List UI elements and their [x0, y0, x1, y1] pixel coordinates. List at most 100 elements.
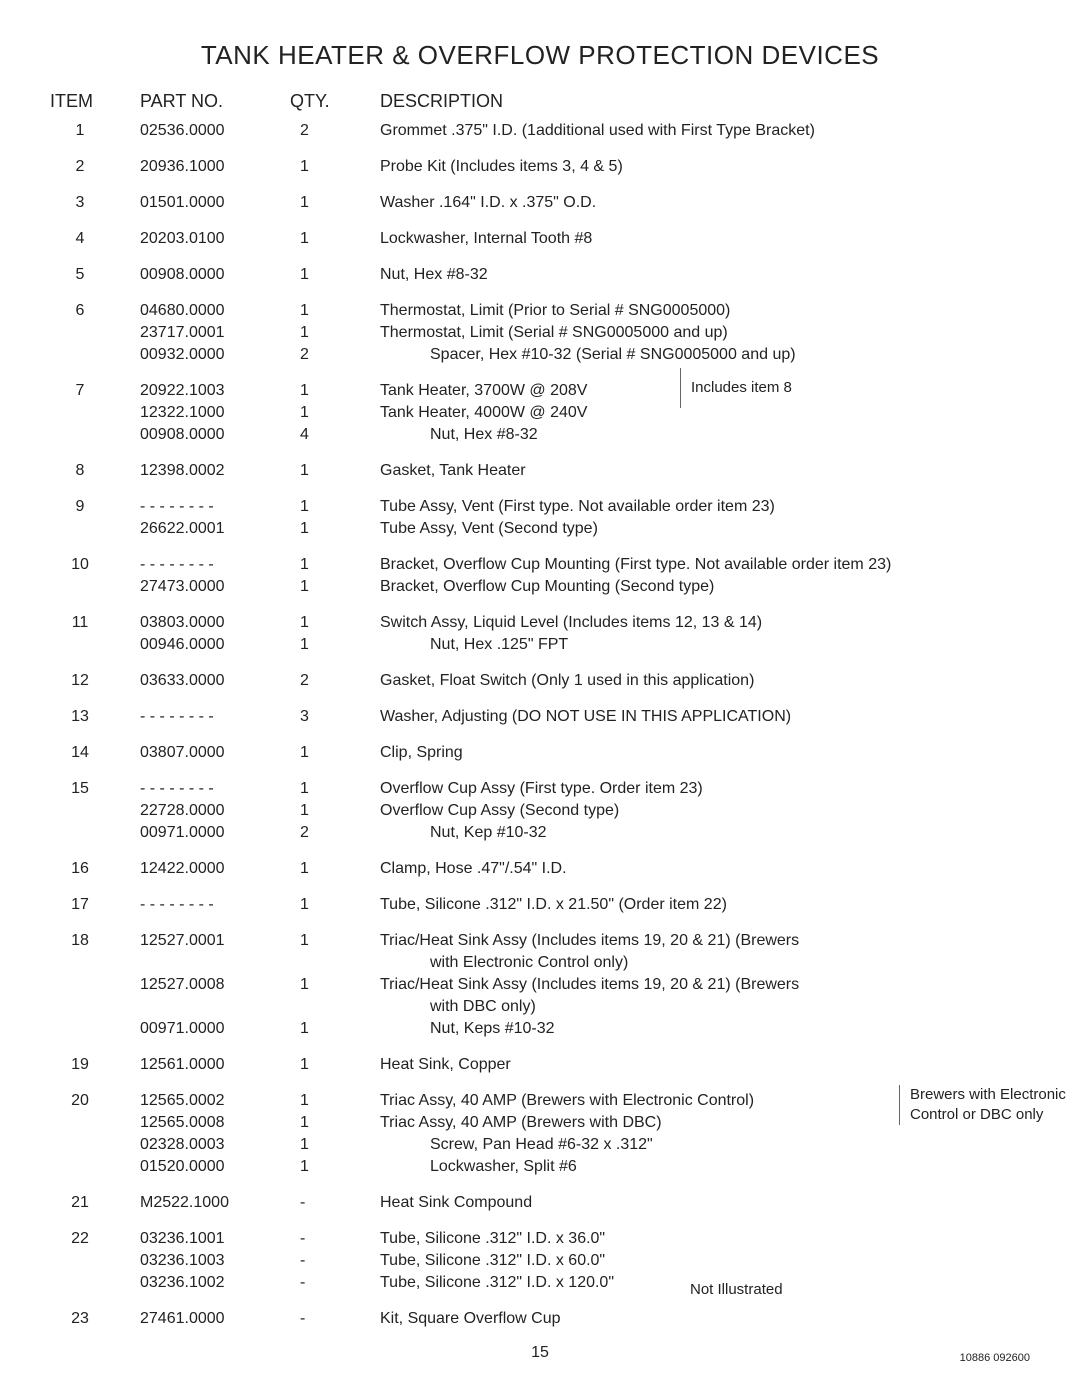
description-text: Screw, Pan Head #6-32 x .312" [380, 1134, 1030, 1156]
part-number: 03236.1001 [140, 1228, 290, 1250]
part-number: 26622.0001 [140, 518, 290, 540]
item-number: 1 [50, 120, 140, 142]
description-text: Triac/Heat Sink Assy (Includes items 19,… [380, 930, 1030, 952]
quantities: 2 [290, 120, 380, 142]
column-headers: ITEM PART NO. QTY. DESCRIPTION [50, 91, 1030, 112]
part-number: 03236.1003 [140, 1250, 290, 1272]
part-number: 12565.0008 [140, 1112, 290, 1134]
table-row: 812398.00021Gasket, Tank Heater [50, 460, 1030, 482]
descriptions: Tube, Silicone .312" I.D. x 21.50" (Orde… [380, 894, 1030, 916]
descriptions: Probe Kit (Includes items 3, 4 & 5) [380, 156, 1030, 178]
parts-table-body: 102536.00002Grommet .375" I.D. (1additio… [50, 120, 1030, 1330]
quantities: 114 [290, 380, 380, 446]
qty-value: 1 [290, 380, 380, 402]
qty-value: 1 [290, 300, 380, 322]
part-numbers: - - - - - - - - [140, 894, 290, 916]
qty-value: 1 [290, 1156, 380, 1178]
description-text: Clip, Spring [380, 742, 1030, 764]
description-text: Lockwasher, Split #6 [380, 1156, 1030, 1178]
part-number: M2522.1000 [140, 1192, 290, 1214]
description-text: Overflow Cup Assy (Second type) [380, 800, 1030, 822]
part-number: 02328.0003 [140, 1134, 290, 1156]
description-text: Thermostat, Limit (Serial # SNG0005000 a… [380, 322, 1030, 344]
part-number [140, 952, 290, 974]
qty-value [290, 952, 380, 974]
description-text: Bracket, Overflow Cup Mounting (Second t… [380, 576, 1030, 598]
descriptions: Washer .164" I.D. x .375" O.D. [380, 192, 1030, 214]
description-text: Nut, Hex .125" FPT [380, 634, 1030, 656]
qty-value: 1 [290, 192, 380, 214]
part-number: 00908.0000 [140, 424, 290, 446]
description-text: Probe Kit (Includes items 3, 4 & 5) [380, 156, 1030, 178]
quantities: - [290, 1192, 380, 1214]
part-number: 03236.1002 [140, 1272, 290, 1294]
description-text: Spacer, Hex #10-32 (Serial # SNG0005000 … [380, 344, 1030, 366]
qty-value: - [290, 1250, 380, 1272]
description-text: Nut, Hex #8-32 [380, 264, 1030, 286]
qty-value: 1 [290, 612, 380, 634]
item-number: 4 [50, 228, 140, 250]
description-text: Triac/Heat Sink Assy (Includes items 19,… [380, 974, 1030, 996]
item-number: 2 [50, 156, 140, 178]
part-number: - - - - - - - - [140, 894, 290, 916]
qty-value: 1 [290, 858, 380, 880]
descriptions: Heat Sink, Copper [380, 1054, 1030, 1076]
part-number: 20203.0100 [140, 228, 290, 250]
descriptions: Switch Assy, Liquid Level (Includes item… [380, 612, 1030, 656]
descriptions: Triac/Heat Sink Assy (Includes items 19,… [380, 930, 1030, 1040]
item-number: 15 [50, 778, 140, 800]
descriptions: Clamp, Hose .47"/.54" I.D. [380, 858, 1030, 880]
qty-value: 1 [290, 554, 380, 576]
description-text: with Electronic Control only) [380, 952, 1030, 974]
description-text: Overflow Cup Assy (First type. Order ite… [380, 778, 1030, 800]
description-text: Lockwasher, Internal Tooth #8 [380, 228, 1030, 250]
description-text: Bracket, Overflow Cup Mounting (First ty… [380, 554, 1030, 576]
table-row: 1103803.000000946.000011Switch Assy, Liq… [50, 612, 1030, 656]
qty-value: - [290, 1272, 380, 1294]
part-numbers: 03807.0000 [140, 742, 290, 764]
table-row: 21M2522.1000-Heat Sink Compound [50, 1192, 1030, 1214]
item-number: 11 [50, 612, 140, 634]
quantities: 1 [290, 264, 380, 286]
part-numbers: 03803.000000946.0000 [140, 612, 290, 656]
description-text: Gasket, Tank Heater [380, 460, 1030, 482]
description-text: Gasket, Float Switch (Only 1 used in thi… [380, 670, 1030, 692]
part-number: 12422.0000 [140, 858, 290, 880]
qty-value: 1 [290, 1112, 380, 1134]
part-number: - - - - - - - - [140, 554, 290, 576]
description-text: Thermostat, Limit (Prior to Serial # SNG… [380, 300, 1030, 322]
part-numbers: 20203.0100 [140, 228, 290, 250]
part-numbers: 20922.100312322.100000908.0000 [140, 380, 290, 446]
qty-value: 2 [290, 670, 380, 692]
part-numbers: 02536.0000 [140, 120, 290, 142]
table-row: 220936.10001Probe Kit (Includes items 3,… [50, 156, 1030, 178]
qty-value: 1 [290, 460, 380, 482]
part-numbers: 12561.0000 [140, 1054, 290, 1076]
quantities: 1 1 1 [290, 930, 380, 1040]
qty-value: 1 [290, 496, 380, 518]
part-numbers: 00908.0000 [140, 264, 290, 286]
qty-value: 2 [290, 344, 380, 366]
page-number: 15 [50, 1344, 1030, 1362]
quantities: 1 [290, 742, 380, 764]
item-number: 14 [50, 742, 140, 764]
side-note-includes-item-8: Includes item 8 [680, 368, 792, 408]
table-row: 15- - - - - - - -22728.000000971.0000112… [50, 778, 1030, 844]
part-numbers: 12398.0002 [140, 460, 290, 482]
header-item: ITEM [50, 91, 140, 112]
part-number: - - - - - - - - [140, 706, 290, 728]
item-number: 12 [50, 670, 140, 692]
part-number: 27473.0000 [140, 576, 290, 598]
quantities: 1 [290, 192, 380, 214]
item-number: 20 [50, 1090, 140, 1112]
quantities: 1 [290, 1054, 380, 1076]
item-number: 23 [50, 1308, 140, 1330]
qty-value [290, 996, 380, 1018]
quantities: 112 [290, 300, 380, 366]
item-number: 21 [50, 1192, 140, 1214]
quantities: 3 [290, 706, 380, 728]
part-number: 01501.0000 [140, 192, 290, 214]
part-number [140, 996, 290, 1018]
part-numbers: 12422.0000 [140, 858, 290, 880]
table-row: 9- - - - - - - -26622.000111Tube Assy, V… [50, 496, 1030, 540]
